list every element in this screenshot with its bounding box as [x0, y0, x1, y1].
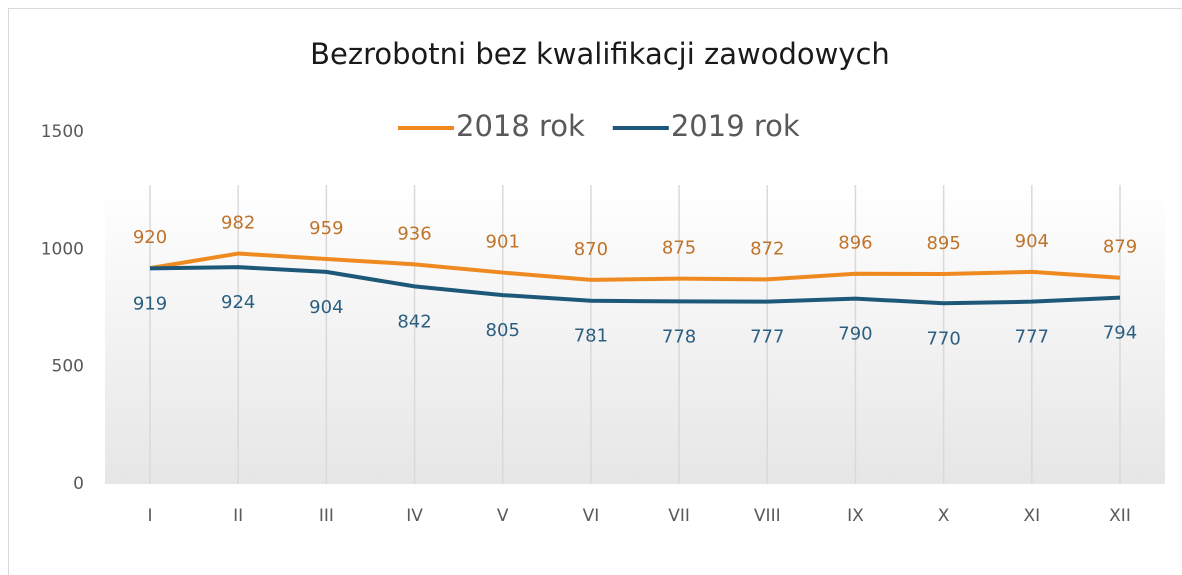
x-tick-label: XI — [1023, 506, 1040, 526]
data-label: 920 — [133, 227, 167, 248]
y-tick-label: 1000 — [41, 239, 84, 259]
legend-label: 2018 rok — [456, 109, 585, 143]
data-label: 901 — [486, 232, 520, 253]
y-tick-label: 1500 — [41, 122, 84, 142]
data-label: 896 — [838, 233, 872, 254]
data-label: 875 — [662, 238, 696, 259]
data-label: 781 — [574, 326, 608, 347]
data-label: 904 — [309, 297, 343, 318]
data-label: 904 — [1015, 231, 1049, 252]
data-label: 790 — [838, 324, 872, 345]
x-tick-label: IX — [847, 506, 864, 526]
data-label: 777 — [1015, 327, 1049, 348]
data-label: 870 — [574, 239, 608, 260]
data-label: 842 — [397, 311, 431, 332]
x-tick-label: XII — [1109, 506, 1131, 526]
x-tick-label: V — [497, 506, 509, 526]
data-label: 982 — [221, 213, 255, 234]
data-label: 919 — [133, 293, 167, 314]
data-label: 959 — [309, 218, 343, 239]
chart-title: Bezrobotni bez kwalifikacji zawodowych — [310, 37, 890, 71]
data-label: 770 — [926, 328, 960, 349]
data-label: 872 — [750, 238, 784, 259]
data-label: 924 — [221, 292, 255, 313]
x-tick-label: VIII — [754, 506, 781, 526]
plot-background — [105, 185, 1165, 484]
data-label: 805 — [486, 320, 520, 341]
data-label: 879 — [1103, 237, 1137, 258]
x-tick-label: I — [147, 506, 152, 526]
series-line — [149, 265, 1121, 306]
x-tick-label: II — [233, 506, 243, 526]
data-label: 794 — [1103, 323, 1137, 344]
x-tick-label: III — [319, 506, 334, 526]
data-label: 777 — [750, 327, 784, 348]
legend-label: 2019 rok — [671, 109, 800, 143]
x-tick-label: X — [938, 506, 950, 526]
x-tick-label: VI — [583, 506, 600, 526]
data-label: 936 — [397, 223, 431, 244]
series-line — [149, 251, 1121, 282]
y-tick-label: 500 — [52, 357, 84, 377]
x-tick-label: IV — [406, 506, 423, 526]
data-label: 895 — [926, 233, 960, 254]
x-tick-label: VII — [668, 506, 690, 526]
y-tick-label: 0 — [73, 474, 84, 494]
data-label: 778 — [662, 326, 696, 347]
